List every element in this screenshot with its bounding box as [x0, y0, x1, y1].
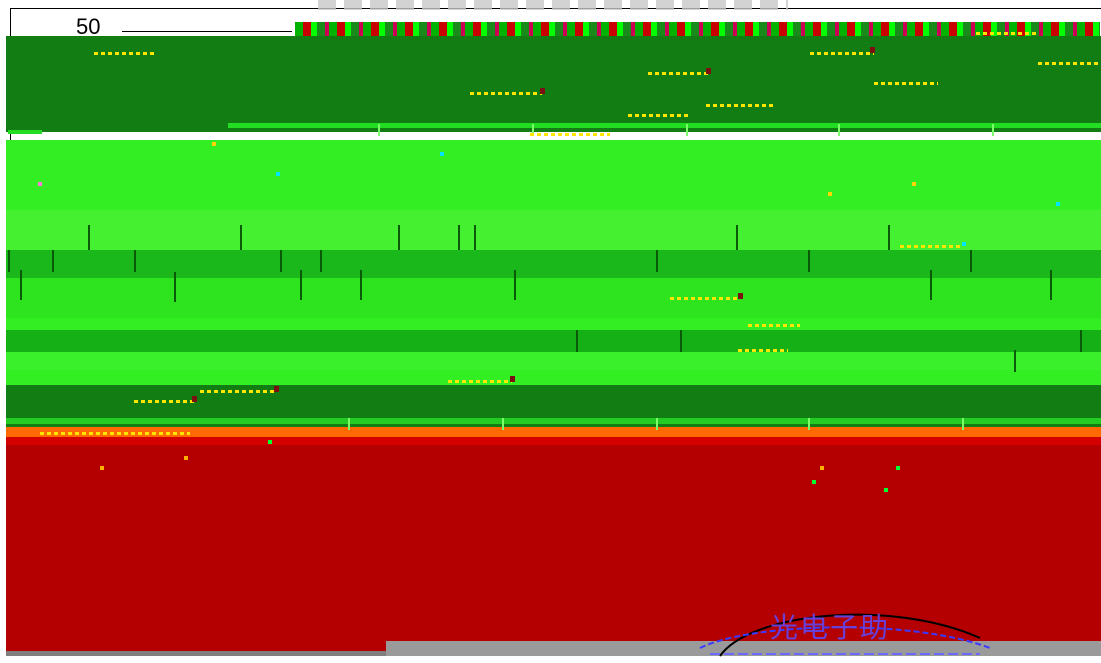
vertical-tick [962, 418, 964, 430]
seal-text: 光电子助 [770, 611, 891, 644]
lower-green-rule [6, 418, 1101, 424]
vertical-tick [240, 225, 242, 250]
dotted-marker [738, 349, 788, 352]
color-speck [268, 440, 272, 444]
dotted-marker [810, 52, 874, 55]
color-speck [962, 242, 966, 246]
dotted-marker [628, 114, 688, 117]
marker-pin [706, 68, 711, 74]
marker-pin [274, 386, 279, 392]
vertical-tick [656, 250, 658, 272]
vertical-tick [174, 272, 176, 302]
bright-green-stripe-a [6, 210, 1101, 250]
vertical-tick [8, 250, 10, 272]
green-stripe-d [6, 330, 1101, 352]
dotted-marker [976, 32, 1038, 35]
color-speck [1056, 202, 1060, 206]
vertical-tick [348, 418, 350, 430]
orange-transition-band [6, 427, 1101, 437]
vertical-tick [458, 225, 460, 250]
marker-pin [870, 47, 875, 53]
color-speck [276, 172, 280, 176]
vertical-tick [20, 270, 22, 300]
color-speck [812, 480, 816, 484]
vertical-tick [300, 270, 302, 300]
color-speck [38, 182, 42, 186]
vertical-tick [398, 225, 400, 250]
marker-pin [510, 376, 515, 382]
dotted-marker [200, 390, 276, 393]
marker-pin [738, 293, 743, 299]
green-rule-line [228, 123, 1101, 128]
color-speck [828, 192, 832, 196]
color-speck [896, 466, 900, 470]
color-speck [440, 152, 444, 156]
dotted-marker [900, 245, 960, 248]
dotted-marker [530, 133, 610, 136]
vertical-tick [320, 250, 322, 272]
vertical-tick [838, 124, 840, 136]
vertical-tick [686, 124, 688, 136]
vertical-tick [474, 225, 476, 250]
vertical-tick [930, 270, 932, 300]
vertical-tick [502, 418, 504, 430]
green-rule-stub [8, 130, 42, 134]
dotted-marker [470, 92, 542, 95]
vertical-tick [680, 330, 682, 352]
color-speck [100, 466, 104, 470]
marker-pin [540, 88, 545, 94]
vertical-tick [992, 124, 994, 136]
vertical-tick [280, 250, 282, 272]
dotted-marker [706, 104, 776, 107]
vertical-tick [656, 418, 658, 430]
faded-title-strip [318, 0, 788, 10]
vertical-tick [134, 250, 136, 272]
seal-stamp [690, 598, 991, 658]
axis-value-label: 50 [76, 14, 101, 39]
dotted-marker [94, 52, 156, 55]
color-speck [212, 142, 216, 146]
vertical-tick [808, 418, 810, 430]
vertical-tick [576, 330, 578, 352]
green-stripe-b [6, 250, 1101, 278]
vertical-tick [88, 225, 90, 250]
dotted-marker [448, 380, 512, 383]
dotted-marker [670, 297, 740, 300]
vertical-tick [1080, 330, 1082, 352]
color-speck [912, 182, 916, 186]
vertical-tick [888, 225, 890, 250]
vertical-tick [736, 225, 738, 250]
vertical-tick [360, 270, 362, 300]
dotted-marker [134, 400, 194, 403]
marker-pin [192, 396, 197, 402]
vertical-tick [378, 124, 380, 136]
vertical-tick [532, 124, 534, 136]
dotted-marker [874, 82, 938, 85]
vertical-tick [808, 250, 810, 272]
bottom-gray-strip [386, 641, 1101, 656]
vertical-tick [1050, 270, 1052, 300]
vertical-tick [514, 270, 516, 300]
bright-green-stripe-c [6, 278, 1101, 318]
color-speck [820, 466, 824, 470]
dotted-marker [1038, 62, 1100, 65]
bright-green-stripe-e [6, 352, 1101, 370]
dotted-marker [40, 432, 190, 435]
noise-band-top [295, 22, 1100, 36]
vertical-tick [52, 250, 54, 272]
color-speck [884, 488, 888, 492]
vertical-tick [970, 250, 972, 272]
dotted-marker [748, 324, 800, 327]
vertical-tick [1014, 350, 1016, 372]
color-speck [184, 456, 188, 460]
dotted-marker [648, 72, 708, 75]
bottom-gray-strip-left [6, 651, 386, 656]
axis-tick-line [122, 31, 292, 32]
